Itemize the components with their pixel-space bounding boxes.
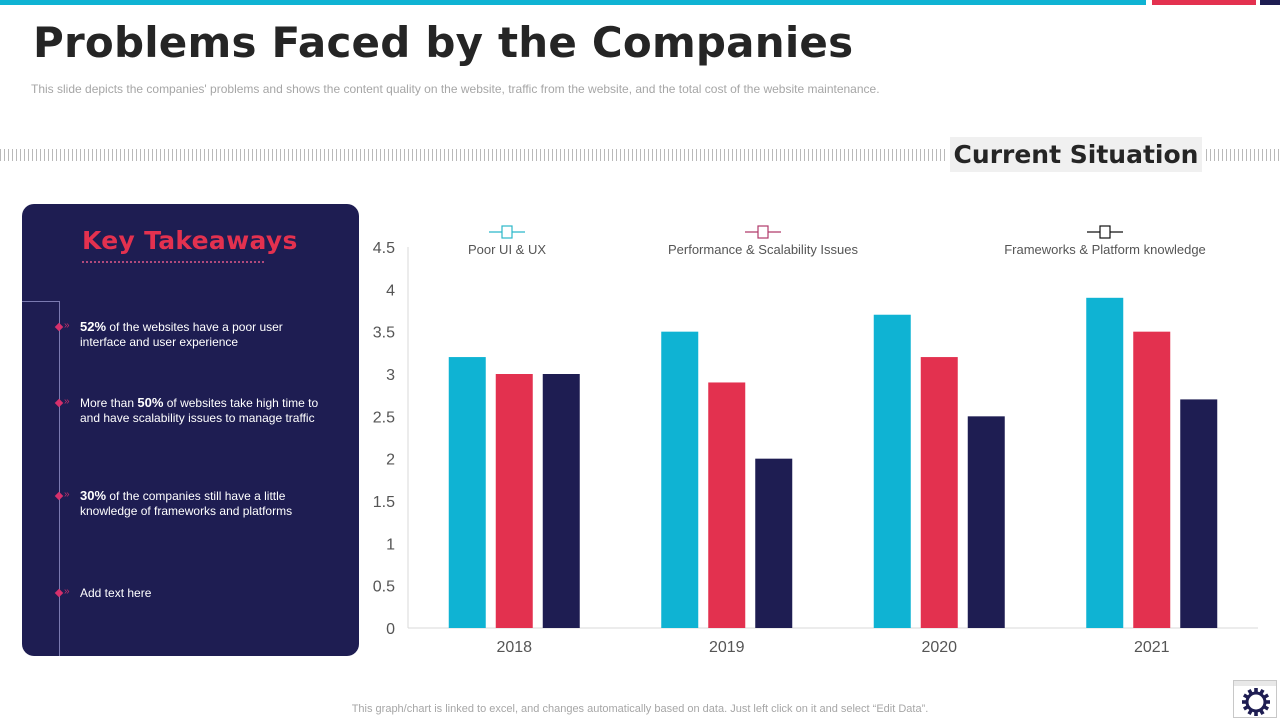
bar-chart[interactable]: 0 0.5 1 1.5 2 2.5 3 3.5 4 4.5 2018 2019 2020 2021 Poor… xyxy=(360,215,1280,665)
bar-2019-series-0 xyxy=(661,331,699,628)
takeaway-item: » Add text here xyxy=(54,586,330,601)
decorative-hatch-right xyxy=(1206,149,1280,161)
legend-marker-icon xyxy=(757,225,769,239)
x-tick-label: 2018 xyxy=(496,639,532,656)
x-tick-label: 2020 xyxy=(921,639,957,656)
legend-label: Poor UI & UX xyxy=(468,242,546,257)
footer-note: This graph/chart is linked to excel, and… xyxy=(351,703,929,715)
y-tick-label: 0.5 xyxy=(373,579,395,596)
bar-2020-series-2 xyxy=(967,416,1005,628)
takeaway-text: of websites take high time to and have s… xyxy=(80,396,319,425)
slide-title: Problems Faced by the Companies xyxy=(33,18,854,67)
x-tick-label: 2019 xyxy=(709,639,745,656)
bullet-marker-icon: » xyxy=(54,586,76,598)
legend-marker-icon xyxy=(1099,225,1111,239)
bullet-marker-icon: » xyxy=(54,320,76,332)
top-accent-bar-red xyxy=(1152,0,1256,5)
y-tick-label: 0 xyxy=(386,621,395,638)
takeaway-highlight: 50% xyxy=(137,395,164,410)
chart-canvas[interactable]: 0 0.5 1 1.5 2 2.5 3 3.5 4 4.5 2018 2019 2020 2021 Poor… xyxy=(360,215,1280,665)
legend-label: Frameworks & Platform knowledge xyxy=(1004,242,1206,257)
bar-2021-series-2 xyxy=(1180,399,1218,628)
bar-2018-series-1 xyxy=(495,374,533,628)
takeaway-text: of the companies still have a little kno… xyxy=(80,489,293,518)
y-tick-label: 4.5 xyxy=(373,240,395,257)
bullet-marker-icon: » xyxy=(54,489,76,501)
legend-marker-icon xyxy=(501,225,513,239)
y-tick-label: 3 xyxy=(386,367,395,384)
edit-data-widget[interactable] xyxy=(1233,680,1277,718)
takeaway-item: » 52% of the websites have a poor user i… xyxy=(54,319,330,349)
bar-2019-series-2 xyxy=(755,458,793,628)
bar-2020-series-0 xyxy=(873,314,911,628)
y-tick-label: 1 xyxy=(386,536,395,553)
takeaway-highlight: 30% xyxy=(80,488,107,503)
key-takeaways-panel: Key Takeaways » 52% of the websites have… xyxy=(22,204,359,656)
y-tick-label: 4 xyxy=(386,282,395,299)
takeaway-prefix: More than xyxy=(80,396,138,410)
top-accent-bar-cyan xyxy=(0,0,1146,5)
bar-2019-series-1 xyxy=(708,382,746,628)
takeaway-text: Add text here xyxy=(80,586,152,600)
y-tick-label: 3.5 xyxy=(373,325,395,342)
y-tick-label: 2.5 xyxy=(373,409,395,426)
bar-2018-series-0 xyxy=(448,357,486,628)
key-takeaways-title: Key Takeaways xyxy=(82,226,298,255)
section-label: Current Situation xyxy=(950,137,1202,172)
timeline-connector xyxy=(22,301,60,302)
bar-2020-series-1 xyxy=(920,357,958,628)
top-accent-bar-navy xyxy=(1260,0,1280,5)
title-underline-dots xyxy=(82,261,265,263)
bar-2021-series-0 xyxy=(1086,297,1124,628)
legend-label: Performance & Scalability Issues xyxy=(668,242,859,257)
takeaway-item: » 30% of the companies still have a litt… xyxy=(54,488,330,518)
slide-subtitle: This slide depicts the companies' proble… xyxy=(31,82,880,96)
y-tick-label: 2 xyxy=(386,452,395,469)
decorative-hatch-left xyxy=(0,149,946,161)
timeline-line xyxy=(59,301,60,656)
takeaway-highlight: 52% xyxy=(80,319,107,334)
takeaway-text: of the websites have a poor user interfa… xyxy=(80,320,283,349)
bullet-marker-icon: » xyxy=(54,396,76,408)
gear-icon xyxy=(1242,688,1270,716)
takeaway-item: » More than 50% of websites take high ti… xyxy=(54,395,330,425)
x-tick-label: 2021 xyxy=(1134,639,1170,656)
bar-2021-series-1 xyxy=(1133,331,1171,628)
bar-2018-series-2 xyxy=(542,374,580,628)
y-tick-label: 1.5 xyxy=(373,494,395,511)
